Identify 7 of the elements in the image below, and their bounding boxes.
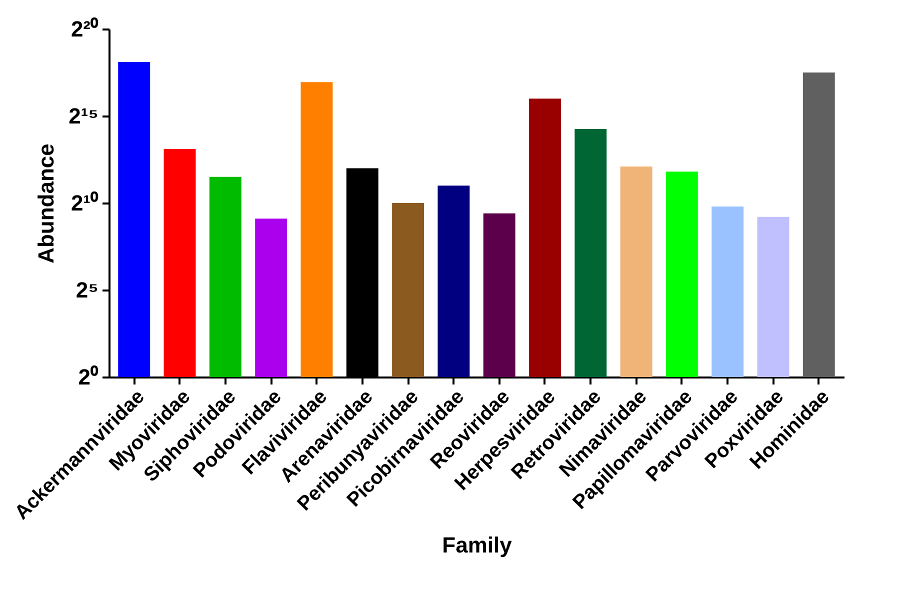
x-axis-title: Family [442, 532, 513, 558]
y-tick-label: 2²⁰ [70, 16, 98, 42]
y-tick-label: 2⁵ [76, 278, 98, 302]
y-tick-label: 2¹⁵ [68, 104, 98, 128]
y-tick-label: 2⁰ [78, 364, 98, 390]
y-tick-label: 2¹⁰ [70, 190, 98, 216]
y-axis-title: Abundance [34, 144, 59, 264]
